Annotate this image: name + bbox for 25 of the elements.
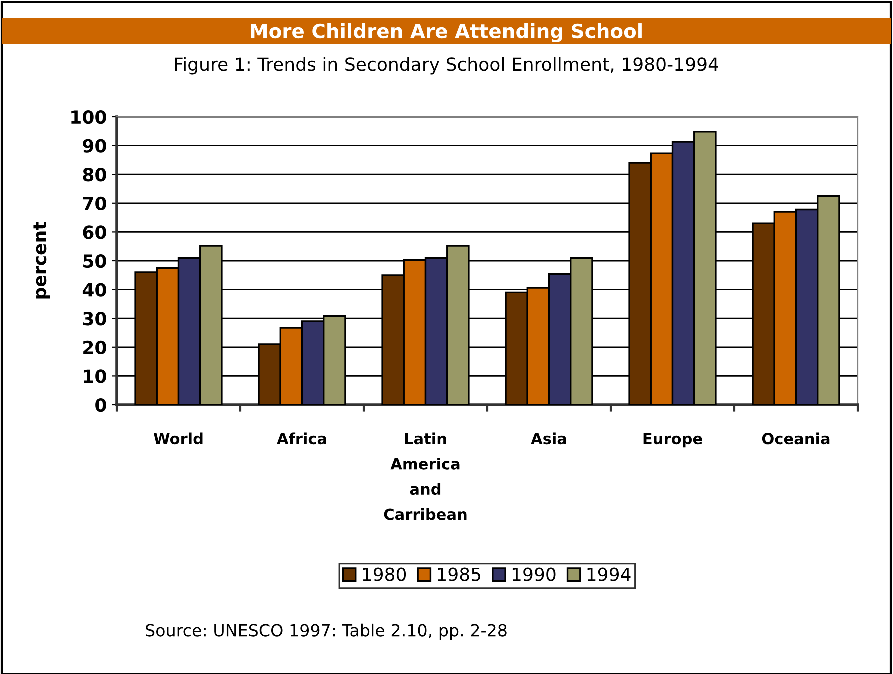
x-tick-label: Latin America and Carribean: [384, 432, 467, 520]
y-tick-label: 20: [84, 340, 106, 355]
y-tick-label: 100: [72, 110, 106, 124]
y-tick-label: 70: [83, 196, 106, 211]
x-tick-label: Asia: [531, 432, 566, 445]
y-tick-label: 0: [96, 398, 106, 412]
y-axis-title: percent: [34, 222, 50, 299]
y-tick-label: 50: [84, 254, 106, 268]
chart-title: More Children Are Attending School: [251, 24, 642, 42]
y-tick-label: 90: [83, 139, 106, 153]
y-tick-label: 80: [83, 168, 106, 182]
x-tick-label: World: [154, 432, 203, 445]
legend-label: 1990: [512, 568, 556, 582]
x-tick-label: Europe: [644, 433, 702, 448]
y-tick-label: 60: [83, 226, 106, 240]
legend-label: 1994: [588, 568, 631, 582]
chart-subtitle: Figure 1: Trends in Secondary School Enrollment, 1980-1994: [175, 57, 718, 75]
y-tick-label: 30: [83, 312, 106, 326]
x-tick-label: Africa: [277, 432, 326, 445]
legend-label: 1980: [363, 568, 406, 582]
x-tick-label: Oceania: [762, 432, 830, 445]
source-note: Source: UNESCO 1997: Table 2.10, pp. 2-28: [146, 624, 507, 640]
legend-label: 1985: [438, 568, 481, 582]
y-tick-label: 10: [84, 370, 106, 384]
y-tick-label: 40: [82, 283, 106, 297]
